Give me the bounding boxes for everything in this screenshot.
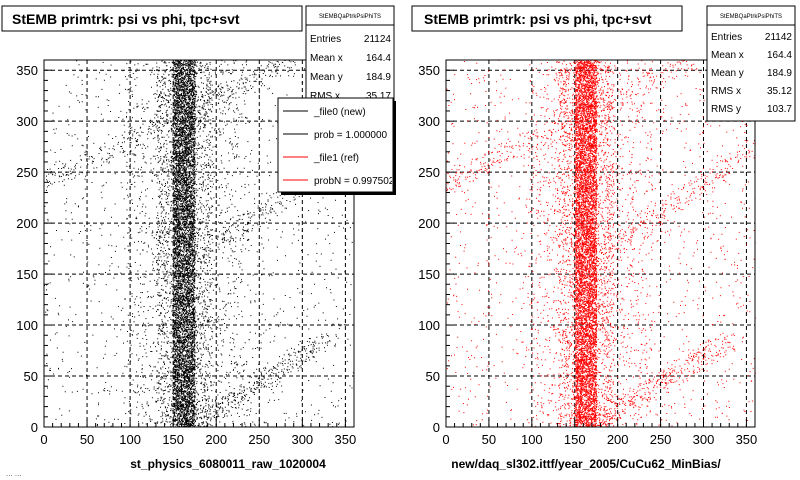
right-stats-name: StEMBQaPtrkPsiPhiTS: [720, 14, 782, 20]
left-legend: _file0 (new) prob = 1.000000 _file1 (ref) p…: [277, 97, 396, 195]
left-stats-label: RMS x: [310, 91, 340, 102]
right-stats-value: 21142: [765, 32, 793, 43]
left-x-tick-label: 250: [248, 432, 270, 447]
left-legend-label: probN = 0.997502: [314, 176, 395, 187]
right-title-box: StEMB primtrk: psi vs phi, tpc+svt: [411, 5, 683, 32]
right-scatter-points: [446, 59, 756, 428]
right-y-tick-label: 0: [433, 420, 440, 435]
right-x-axis-label: new/daq_sl302.ittf/year_2005/CuCu62_MinB…: [451, 457, 721, 471]
right-stats-box: StEMBQaPtrkPsiPhiTS Entries 21142 Mean x 164…: [706, 5, 796, 122]
right-y-tick-label: 150: [418, 267, 440, 282]
right-stats-label: Mean x: [711, 50, 744, 61]
left-x-tick-label: 50: [80, 432, 94, 447]
right-stats-value: 184.9: [767, 68, 792, 79]
right-y-tick-label: 300: [418, 114, 440, 129]
left-x-tick-label: 150: [162, 432, 184, 447]
right-stats-label: RMS x: [711, 86, 741, 97]
left-x-tick-label: 200: [205, 432, 227, 447]
right-x-tick-label: 200: [607, 432, 629, 447]
right-title-frame: [411, 5, 683, 32]
right-ticks: 0 50 100 150 200 250 300 350 0 50 100 150 200 250 300 3…: [418, 59, 758, 447]
left-y-tick-label: 200: [16, 216, 38, 231]
left-panel: 0 50 100 150 200 250 300 350 0 50 100 150 200 250 300 3…: [1, 5, 396, 471]
right-y-tick-label: 50: [426, 369, 440, 384]
left-stats-label: Entries: [310, 34, 341, 45]
left-stats-value: 35.17: [366, 91, 391, 102]
right-title: StEMB primtrk: psi vs phi, tpc+svt: [424, 11, 652, 27]
right-x-tick-label: 300: [693, 432, 715, 447]
right-x-tick-label: 100: [521, 432, 543, 447]
left-legend-label: prob = 1.000000: [314, 130, 388, 141]
right-x-tick-label: 150: [564, 432, 586, 447]
footer-text: ... ...: [6, 469, 22, 478]
left-ticks: 0 50 100 150 200 250 300 350 0 50 100 150 200 250 300 3…: [16, 59, 357, 447]
left-scatter-points: [44, 59, 355, 428]
left-stats-value: 184.9: [366, 72, 391, 83]
left-y-tick-label: 250: [16, 165, 38, 180]
right-panel: 0 50 100 150 200 250 300 350 0 50 100 150 200 250 300 3…: [411, 5, 796, 471]
right-y-tick-label: 250: [418, 165, 440, 180]
left-x-tick-label: 100: [119, 432, 141, 447]
left-y-tick-label: 100: [16, 318, 38, 333]
left-x-tick-label: 0: [40, 432, 47, 447]
left-legend-label: _file1 (ref): [313, 153, 359, 164]
left-x-axis-label: st_physics_6080011_raw_1020004: [130, 457, 326, 471]
left-legend-frame: [277, 97, 394, 193]
left-x-tick-label: 350: [335, 432, 357, 447]
left-y-tick-label: 0: [31, 420, 38, 435]
right-y-tick-label: 200: [418, 216, 440, 231]
right-x-tick-label: 0: [442, 432, 449, 447]
right-y-tick-label: 350: [418, 63, 440, 78]
right-y-tick-label: 100: [418, 318, 440, 333]
left-stats-value: 21124: [364, 34, 392, 45]
left-y-tick-label: 350: [16, 63, 38, 78]
right-stats-label: RMS y: [711, 104, 741, 115]
left-stats-label: Mean x: [310, 53, 343, 64]
left-stats-value: 164.4: [366, 53, 391, 64]
left-legend-label: _file0 (new): [313, 107, 366, 118]
left-title-box: StEMB primtrk: psi vs phi, tpc+svt: [1, 5, 303, 32]
right-stats-value: 35.12: [767, 86, 792, 97]
left-title-frame: [1, 5, 303, 32]
left-title: StEMB primtrk: psi vs phi, tpc+svt: [12, 11, 240, 27]
right-stats-label: Entries: [711, 32, 742, 43]
left-data-points: [44, 59, 355, 428]
left-stats-name: StEMBQaPtrkPsiPhiTS: [319, 14, 381, 20]
right-stats-value: 164.4: [767, 50, 792, 61]
left-y-tick-label: 150: [16, 267, 38, 282]
left-stats-label: Mean y: [310, 72, 343, 83]
right-data-points: [446, 59, 756, 428]
right-x-tick-label: 350: [736, 432, 758, 447]
left-x-tick-label: 300: [291, 432, 313, 447]
right-grid: [446, 60, 755, 427]
right-x-tick-label: 250: [650, 432, 672, 447]
right-stats-label: Mean y: [711, 68, 744, 79]
right-x-tick-label: 50: [482, 432, 496, 447]
left-y-tick-label: 50: [24, 369, 38, 384]
left-y-tick-label: 300: [16, 114, 38, 129]
right-stats-value: 103.7: [767, 104, 792, 115]
